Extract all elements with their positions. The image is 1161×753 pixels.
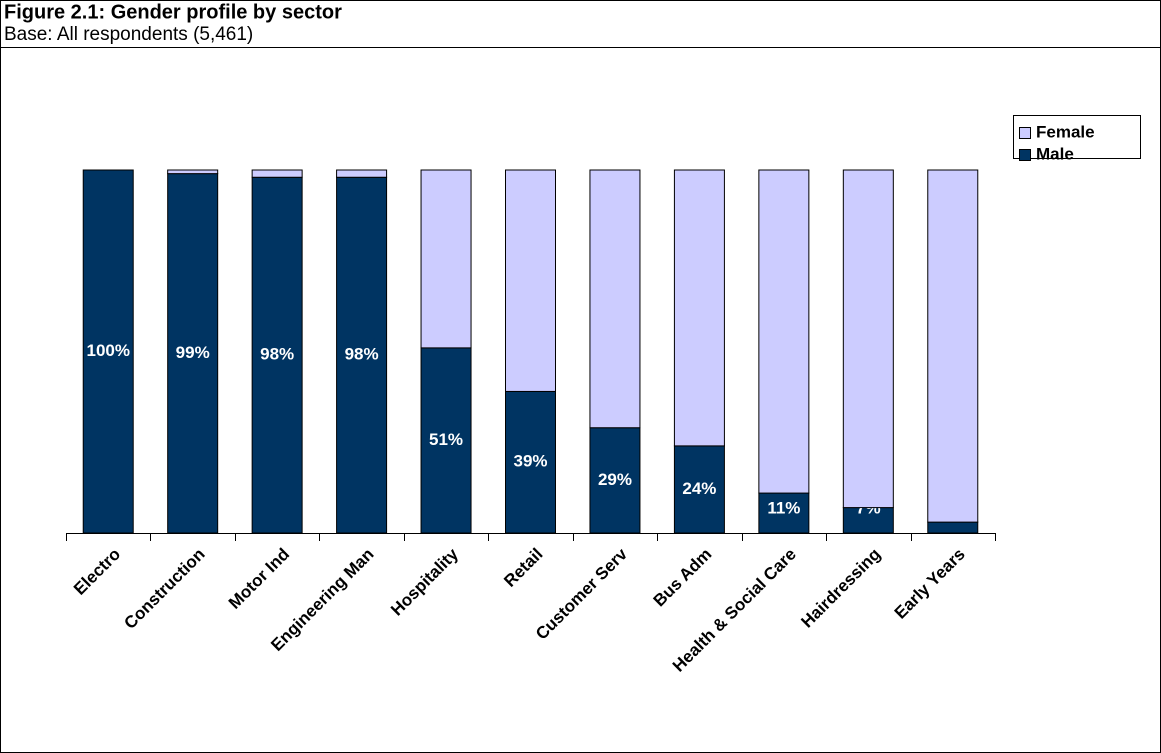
- x-tick-label: Motor Ind: [225, 545, 293, 613]
- bar-segment: [673, 169, 725, 447]
- data-label: 100%: [86, 341, 129, 360]
- chart-subtitle: Base: All respondents (5,461): [4, 24, 253, 45]
- bar-segment: [167, 173, 219, 534]
- data-label: 98%: [260, 345, 294, 364]
- data-label: 51%: [429, 430, 463, 449]
- data-label: 98%: [345, 345, 379, 364]
- bar-segment: [420, 169, 472, 349]
- data-label: 24%: [682, 479, 716, 498]
- data-label: 99%: [176, 343, 210, 362]
- x-tick-label: Bus Adm: [650, 545, 716, 611]
- bar-segment: [589, 169, 641, 429]
- x-tick-label: Customer Serv: [532, 544, 631, 643]
- bar-segment: [927, 521, 979, 534]
- bar-segment: [505, 169, 556, 392]
- data-label: 11%: [767, 498, 800, 517]
- bar-segment: [336, 169, 388, 178]
- x-tick-label: Electro: [70, 545, 124, 599]
- bar-segment: [758, 169, 810, 494]
- bar-segment: [927, 169, 979, 523]
- chart-title: Figure 2.1: Gender profile by sector: [4, 1, 342, 23]
- bar-segment: [251, 176, 303, 534]
- x-tick-label: Hairdressing: [797, 545, 884, 632]
- legend-swatch: [1019, 127, 1031, 139]
- bar-segment: [589, 427, 641, 534]
- bar-segment: [673, 445, 725, 534]
- bar-segment: [82, 169, 134, 534]
- x-tick-label: Construction: [120, 545, 208, 633]
- bar-segment: [842, 169, 894, 509]
- legend-box: [1013, 115, 1141, 159]
- bar-segment: [505, 390, 556, 534]
- x-tick-label: Retail: [500, 545, 546, 591]
- legend-label: Female: [1036, 122, 1095, 141]
- x-tick-label: Early Years: [891, 545, 969, 623]
- bar-segment: [842, 507, 894, 534]
- x-tick-label: Hospitality: [387, 544, 462, 619]
- data-label: 39%: [513, 452, 547, 471]
- data-label: 29%: [598, 470, 632, 489]
- bar-segment: [167, 169, 219, 175]
- legend-label: Male: [1036, 144, 1074, 163]
- bar-segment: [336, 176, 388, 534]
- bar-segment: [758, 492, 810, 534]
- bar-segment: [251, 169, 303, 178]
- bar-segment: [420, 347, 472, 534]
- legend-swatch: [1019, 149, 1031, 161]
